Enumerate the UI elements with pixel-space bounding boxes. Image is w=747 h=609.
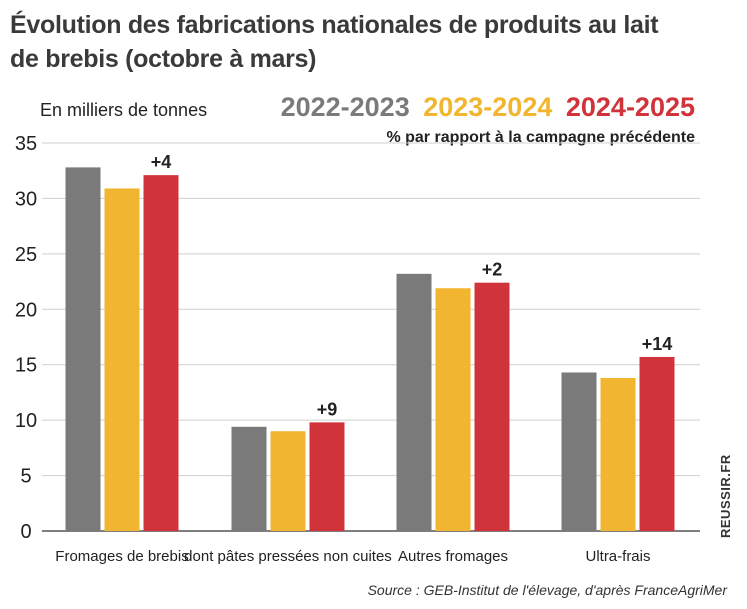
brand-watermark: REUSSIR.FR [718, 454, 733, 538]
y-tick-label: 0 [20, 521, 31, 543]
chart-title-line-1: Évolution des fabrications nationales de… [10, 11, 659, 39]
legend: 2022-2023 2023-2024 2024-2025 [275, 92, 695, 123]
category-label: Autres fromages [398, 548, 508, 565]
bar-2023-2024-0 [104, 188, 140, 532]
legend-item-2023-2024: 2023-2024 [423, 92, 553, 122]
bar-2024-2025-1 [309, 422, 345, 531]
category-label: Fromages de brebis [55, 548, 188, 565]
y-tick-label: 35 [15, 133, 37, 155]
y-tick-label: 20 [15, 299, 37, 321]
source-note: Source : GEB-Institut de l'élevage, d'ap… [367, 582, 727, 598]
legend-item-2024-2025: 2024-2025 [565, 92, 695, 122]
y-tick-label: 25 [15, 244, 37, 266]
y-tick-label: 10 [15, 410, 37, 432]
bar-2022-2023-2 [396, 273, 432, 531]
bar-2022-2023-1 [231, 426, 267, 531]
bar-2024-2025-3 [639, 356, 675, 531]
percent-change-note: % par rapport à la campagne précédente [386, 129, 695, 146]
bar-2023-2024-1 [270, 431, 306, 531]
y-axis-unit-label: En milliers de tonnes [40, 100, 208, 120]
category-label: Ultra-frais [585, 548, 650, 565]
bar-2022-2023-3 [561, 372, 597, 531]
data-label: +14 [642, 334, 673, 354]
chart-title: Évolution des fabrications nationales de… [10, 8, 710, 76]
bar-2024-2025-0 [143, 175, 179, 532]
bar-2023-2024-3 [600, 378, 636, 531]
y-tick-label: 30 [15, 188, 37, 210]
data-label: +2 [482, 260, 503, 280]
y-tick-label: 5 [20, 466, 31, 488]
data-label: +9 [317, 399, 338, 419]
chart-title-line-2: de brebis (octobre à mars) [10, 45, 317, 73]
bar-2023-2024-2 [435, 288, 471, 531]
bar-2022-2023-0 [65, 167, 101, 532]
legend-item-2022-2023: 2022-2023 [280, 92, 410, 122]
bar-2024-2025-2 [474, 282, 510, 531]
y-tick-label: 15 [15, 355, 37, 377]
data-label: +4 [151, 152, 172, 172]
category-label: dont pâtes pressées non cuites [184, 548, 392, 565]
